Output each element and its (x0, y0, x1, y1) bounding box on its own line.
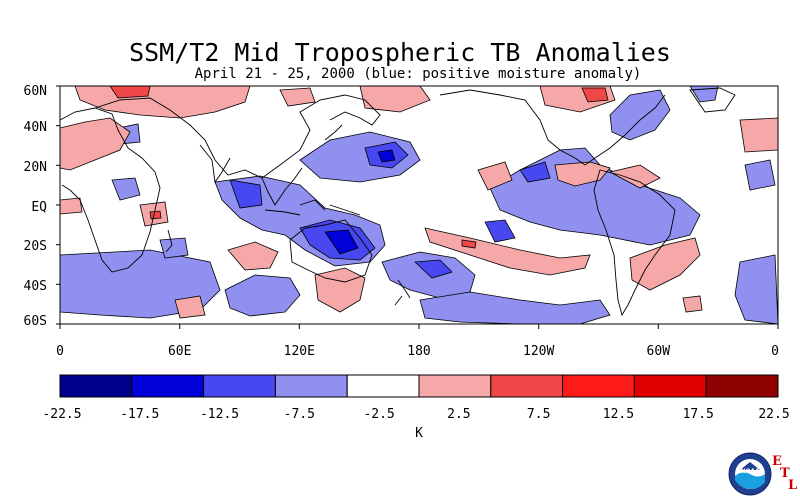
blue-anomaly-patch (419, 291, 611, 324)
coastline-eurasia (94, 94, 381, 179)
colorbar-swatch (203, 374, 276, 398)
red-anomaly-patch (739, 117, 778, 153)
blue-anomaly-patch (111, 177, 141, 201)
colorbar-tick-label: 12.5 (603, 407, 634, 422)
colorbar (59, 374, 779, 398)
red-anomaly-patch (227, 241, 279, 271)
red-anomaly-patch (314, 267, 366, 313)
map-subtitle: April 21 - 25, 2000 (blue: positive mois… (194, 66, 642, 82)
colorbar-unit-label: K (415, 426, 423, 441)
colorbar-swatch (633, 374, 707, 398)
longitude-labels: 0 60E 120E 180 120W 60W 0 (56, 344, 779, 359)
blue-anomaly-patch (159, 237, 189, 259)
colorbar-swatch (705, 374, 779, 398)
lat-label: EQ (31, 200, 47, 215)
red-anomaly-patch (60, 117, 131, 171)
colorbar-tick-label: 7.5 (527, 407, 550, 422)
colorbar-swatch (562, 374, 635, 398)
colorbar-swatch (418, 374, 492, 398)
red-anomaly-patch (279, 87, 316, 107)
colorbar-swatch (274, 374, 348, 398)
coastline-north-america (439, 89, 666, 166)
etl-letter: T (780, 466, 790, 481)
red-anomaly-patch (359, 86, 431, 113)
red-anomaly-patch (477, 161, 513, 191)
red-anomaly-patch (74, 86, 251, 119)
lon-label: 60W (647, 344, 671, 359)
blue-anomaly-patch (744, 159, 776, 191)
red-anomaly-patch (682, 295, 703, 313)
colorbar-tick-label: -2.5 (363, 407, 394, 422)
coastline-madagascar (165, 229, 173, 253)
lat-label: 40S (24, 279, 47, 294)
colorbar-swatch (131, 374, 205, 398)
lat-label: 60N (24, 84, 47, 99)
lon-label: 0 (56, 344, 64, 359)
map-title: SSM/T2 Mid Tropospheric TB Anomalies (129, 38, 671, 67)
red-anomaly-core (581, 87, 609, 103)
blue-anomaly-core (377, 149, 396, 163)
blue-anomaly-patch (689, 86, 719, 103)
axis-ticks (56, 85, 779, 329)
blue-anomaly-patch (609, 89, 671, 141)
colorbar-tick-label: -12.5 (200, 407, 239, 422)
colorbar-tick-label: -22.5 (42, 407, 81, 422)
colorbar-swatch (490, 374, 564, 398)
coastlines (60, 87, 736, 317)
red-anomaly-patch (629, 237, 701, 291)
noaa-logo: NOAA (728, 452, 772, 496)
coastline-south-america (593, 169, 676, 317)
colorbar-tick-label: 2.5 (447, 407, 470, 422)
colorbar-tick-labels: -22.5 -17.5 -12.5 -7.5 -2.5 2.5 7.5 12.5 17.5 22.… (42, 407, 789, 422)
blue-anomaly-patch (734, 254, 778, 324)
anomaly-field (60, 86, 778, 324)
lat-label: 20N (24, 160, 47, 175)
red-anomaly-patch (608, 164, 661, 189)
red-anomaly-patch (424, 227, 591, 276)
lon-label: 120E (284, 344, 315, 359)
coastline-greenland (689, 87, 736, 113)
colorbar-swatch (346, 374, 420, 398)
etl-letter: L (788, 478, 798, 493)
coastline-japan (324, 124, 343, 141)
red-anomaly-core (461, 239, 477, 249)
lat-label: 60S (24, 314, 47, 329)
colorbar-tick-label: 22.5 (758, 407, 789, 422)
red-anomaly-patch (174, 295, 206, 319)
colorbar-tick-label: -7.5 (284, 407, 315, 422)
coastline-new-zealand (394, 279, 411, 306)
blue-anomaly-core (324, 229, 359, 255)
red-anomaly-patch (60, 197, 83, 215)
lat-label: 40N (24, 120, 47, 135)
logo-text: NOAA (740, 468, 760, 475)
blue-anomaly-core (484, 219, 516, 243)
lat-label: 20S (24, 239, 47, 254)
coastline-australia (289, 219, 373, 283)
blue-anomaly-core (414, 259, 453, 279)
blue-anomaly-core (229, 179, 263, 209)
lon-label: 60E (168, 344, 191, 359)
etl-letter: E (772, 454, 782, 469)
coastline-indonesia (264, 199, 361, 216)
coastline-se-asia (261, 167, 303, 206)
coastline-africa (60, 107, 161, 273)
blue-anomaly-core (519, 161, 551, 183)
colorbar-tick-label: 17.5 (683, 407, 714, 422)
latitude-labels: 60N 40N 20N EQ 20S 40S 60S (24, 84, 48, 329)
coastline-india (199, 144, 231, 184)
colorbar-swatch (59, 374, 133, 398)
colorbar-tick-label: -17.5 (120, 407, 159, 422)
lon-label: 120W (523, 344, 554, 359)
red-anomaly-core (109, 86, 151, 99)
lon-label: 180 (407, 344, 430, 359)
red-anomaly-core (149, 210, 162, 220)
blue-anomaly-patch (224, 274, 301, 317)
lon-label: 0 (771, 344, 779, 359)
